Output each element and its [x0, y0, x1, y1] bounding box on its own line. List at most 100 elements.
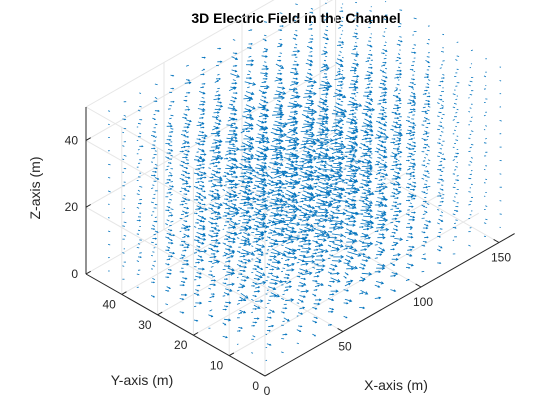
field-arrow-head	[340, 219, 345, 224]
field-arrow	[253, 211, 260, 214]
field-arrow-head	[210, 179, 213, 182]
field-arrow	[439, 160, 443, 163]
field-arrow	[335, 128, 344, 133]
field-arrow-head	[362, 199, 365, 203]
field-arrow-head	[350, 245, 354, 249]
field-arrow-head	[251, 168, 256, 173]
field-arrow-head	[247, 240, 251, 244]
field-arrow-head	[345, 247, 349, 250]
field-arrow	[286, 175, 294, 178]
field-arrow	[360, 196, 369, 199]
field-arrow-head	[320, 243, 324, 247]
field-arrow-head	[154, 131, 157, 133]
field-arrow-head	[288, 236, 292, 240]
field-arrow	[255, 167, 264, 170]
field-arrow-head	[210, 248, 214, 251]
field-arrow-head	[412, 133, 415, 137]
field-arrow	[334, 172, 343, 176]
field-arrow-head	[357, 166, 362, 170]
field-arrow	[282, 227, 288, 230]
field-arrow-head	[381, 116, 385, 120]
field-arrow-head	[295, 171, 299, 174]
field-arrow-head	[226, 157, 229, 160]
field-arrow	[261, 121, 267, 123]
x-tick-mark	[415, 283, 422, 288]
field-arrow-head	[311, 38, 314, 40]
field-arrow	[308, 68, 312, 71]
field-arrow-head	[441, 178, 444, 181]
field-arrow	[347, 144, 354, 147]
field-arrow-head	[325, 120, 329, 124]
field-arrow-head	[331, 254, 334, 257]
field-arrow	[374, 177, 378, 180]
field-arrow-head	[348, 217, 351, 221]
field-arrow	[229, 170, 236, 173]
field-arrow-head	[312, 139, 316, 144]
field-arrow-head	[396, 225, 398, 228]
field-arrow	[257, 186, 265, 189]
field-arrow	[286, 147, 296, 151]
field-arrow-head	[428, 220, 432, 223]
field-arrow-head	[211, 190, 215, 193]
field-arrow-head	[272, 286, 277, 291]
field-arrow-head	[407, 278, 410, 281]
field-arrow-head	[264, 162, 267, 165]
field-arrow-head	[324, 52, 327, 55]
field-arrow	[439, 134, 442, 137]
field-arrow	[438, 192, 441, 194]
field-arrow-head	[266, 146, 269, 149]
field-arrow	[339, 117, 342, 120]
field-arrow-head	[361, 292, 364, 295]
field-arrow	[412, 168, 416, 171]
field-arrow	[485, 178, 488, 180]
field-arrow-head	[244, 158, 247, 162]
field-arrow-head	[409, 129, 413, 132]
field-arrow	[260, 85, 270, 88]
field-arrow	[422, 213, 426, 215]
field-arrow	[368, 120, 372, 123]
field-arrow	[319, 97, 327, 103]
field-arrow-head	[281, 194, 286, 198]
field-arrow-head	[382, 82, 386, 85]
field-arrow-head	[295, 103, 298, 107]
field-arrow	[334, 212, 346, 215]
field-arrow-head	[345, 181, 349, 184]
field-arrow-head	[212, 230, 215, 233]
field-arrow-head	[305, 129, 309, 134]
field-arrow	[196, 258, 204, 261]
field-arrow	[274, 120, 288, 125]
field-arrow-head	[381, 233, 385, 236]
field-arrow	[232, 39, 236, 41]
field-arrow-head	[321, 250, 325, 254]
field-arrow-head	[398, 43, 401, 46]
field-arrow	[331, 149, 342, 155]
field-arrow	[452, 119, 455, 121]
field-arrow	[485, 137, 487, 140]
z-tick-label: 40	[65, 133, 79, 147]
field-arrow	[269, 242, 276, 245]
field-arrow-head	[282, 146, 287, 151]
field-arrow-head	[310, 101, 315, 106]
field-arrow	[346, 160, 353, 163]
field-arrow-head	[427, 61, 430, 64]
field-arrow	[255, 140, 262, 143]
field-arrow-head	[279, 162, 284, 166]
field-arrow-head	[169, 122, 172, 125]
field-arrow-head	[348, 191, 351, 195]
field-arrow	[348, 127, 358, 130]
field-arrow	[360, 276, 366, 280]
field-arrow-head	[299, 330, 302, 332]
field-arrow-head	[189, 119, 192, 123]
field-arrow	[184, 122, 190, 126]
field-arrow-head	[306, 185, 311, 190]
field-arrow-head	[279, 59, 282, 62]
field-arrow-head	[334, 223, 338, 227]
field-arrow	[437, 102, 440, 104]
field-arrow-head	[202, 86, 205, 89]
field-arrow	[256, 270, 266, 276]
field-arrow	[339, 104, 343, 106]
field-arrow	[379, 123, 386, 126]
field-arrow	[322, 63, 328, 66]
field-arrow-head	[385, 185, 388, 189]
field-arrow	[212, 261, 220, 264]
